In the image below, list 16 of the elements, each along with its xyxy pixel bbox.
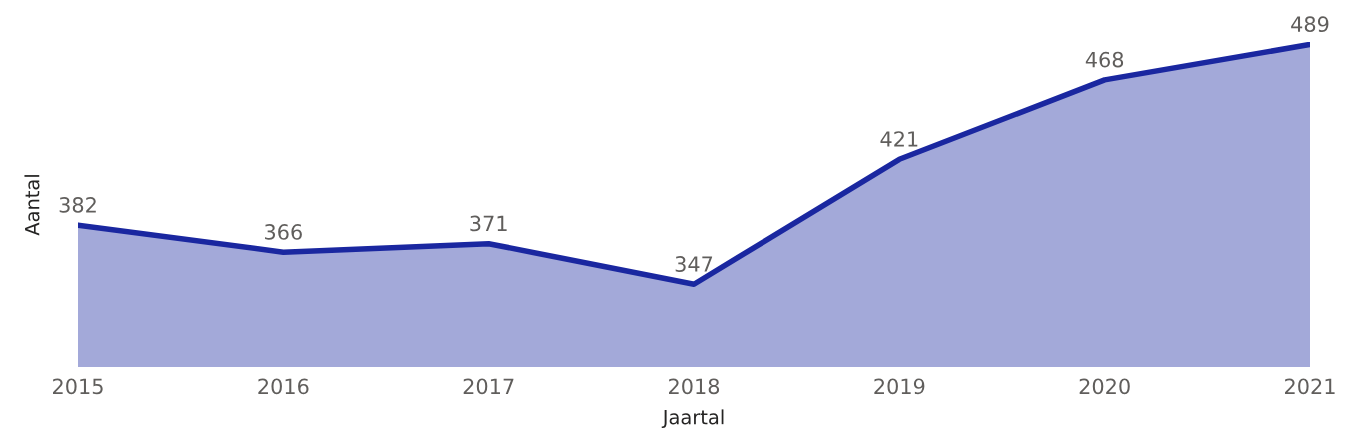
data-label: 421	[880, 131, 918, 147]
data-label: 468	[1085, 51, 1124, 68]
x-tick-label: 2021	[1285, 378, 1335, 395]
y-axis-title: Aantal	[24, 175, 40, 236]
x-tick-label: 2016	[258, 378, 309, 395]
x-tick-label: 2019	[874, 378, 925, 395]
x-axis-title: Jaartal	[661, 409, 724, 429]
x-tick-label: 2018	[669, 378, 720, 395]
data-label: 382	[59, 197, 96, 213]
x-tick-label: 2015	[53, 378, 103, 395]
data-label: 347	[675, 256, 713, 272]
data-label: 366	[265, 224, 302, 240]
x-tick-label: 2017	[463, 378, 514, 395]
data-label: 489	[1291, 16, 1329, 33]
x-tick-label: 2020	[1079, 378, 1130, 395]
data-label: 371	[470, 215, 507, 232]
